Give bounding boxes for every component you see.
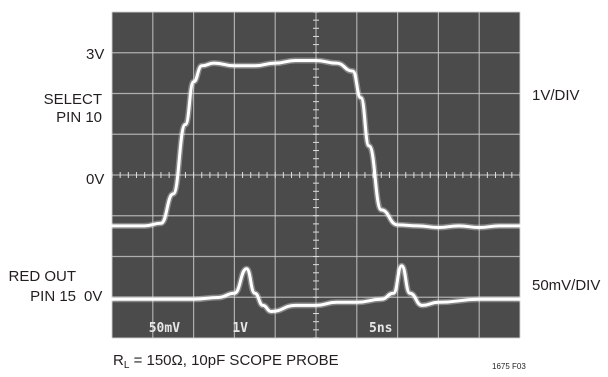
screen-readout: 1V [232, 321, 248, 336]
caption-rest: = 150Ω, 10pF SCOPE PROBE [129, 352, 339, 369]
ch2-name-line1: RED OUT [8, 268, 77, 285]
caption-prefix: R [113, 352, 124, 369]
caption: RL = 150Ω, 10pF SCOPE PROBE [113, 352, 339, 371]
ch1-zero-level-label: 0V [86, 171, 105, 188]
figure-id: 1675 F03 [492, 362, 526, 371]
ch1-name-line1: SELECT [43, 91, 102, 108]
ch2-name-line2: PIN 15 [30, 288, 76, 305]
select-pin10-trace [110, 58, 522, 229]
ch1-name-line2: PIN 10 [56, 109, 102, 126]
ch1-scale-label: 1V/DIV [532, 87, 580, 104]
ch2-scale-label: 50mV/DIV [532, 277, 601, 294]
ch1-high-level-label: 3V [86, 46, 105, 63]
screen-readout: 50mV [149, 321, 180, 336]
screen-readouts: 50mV 1V 5ns [149, 321, 393, 336]
caption-subscript: L [123, 360, 130, 371]
red-out-pin15-trace [110, 264, 522, 313]
scope-traces [110, 57, 522, 315]
ch2-zero-level-label: 0V [84, 288, 103, 305]
graticule [111, 11, 521, 339]
screen-readout: 5ns [369, 321, 392, 336]
